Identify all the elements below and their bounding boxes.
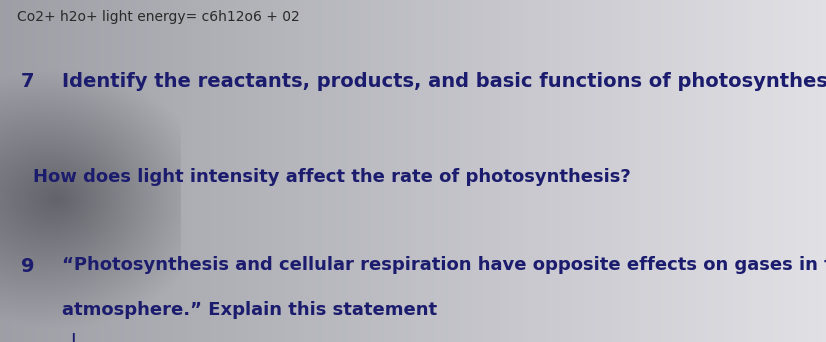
Text: 7: 7	[21, 72, 34, 91]
Text: I: I	[70, 332, 76, 342]
Text: Co2+ h2o+ light energy= c6h12o6 + 02: Co2+ h2o+ light energy= c6h12o6 + 02	[17, 10, 299, 24]
Text: Identify the reactants, products, and basic functions of photosynthesis: Identify the reactants, products, and ba…	[62, 72, 826, 91]
Text: atmosphere.” Explain this statement: atmosphere.” Explain this statement	[62, 301, 437, 319]
Text: How does light intensity affect the rate of photosynthesis?: How does light intensity affect the rate…	[33, 168, 631, 186]
Text: 9: 9	[21, 256, 34, 276]
Text: “Photosynthesis and cellular respiration have opposite effects on gases in the: “Photosynthesis and cellular respiration…	[62, 256, 826, 275]
